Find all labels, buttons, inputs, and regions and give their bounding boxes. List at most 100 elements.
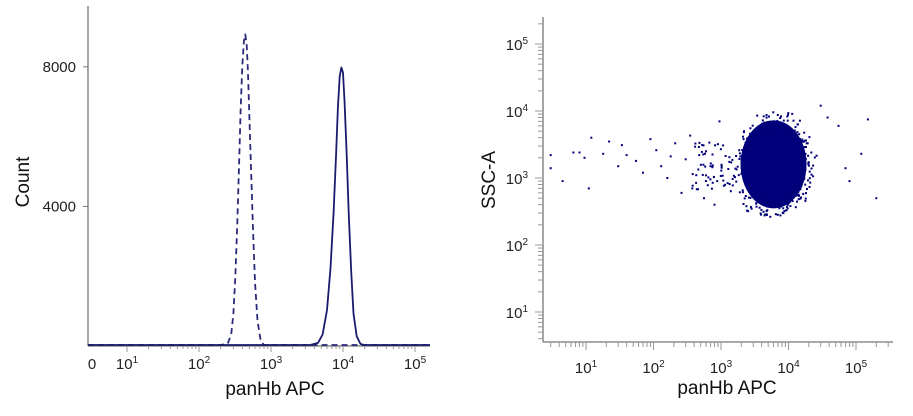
- dotplot-event-point: [812, 164, 815, 167]
- dotplot-event-point: [720, 163, 723, 166]
- dotplot-event-point: [747, 174, 750, 177]
- dotplot-event-point: [738, 152, 741, 155]
- dotplot-outlier-point: [590, 136, 593, 139]
- dotplot-event-point: [711, 164, 714, 167]
- dotplot-event-point: [802, 171, 805, 174]
- dotplot-event-point: [807, 179, 809, 182]
- dotplot-event-point: [796, 189, 799, 192]
- dotplot-event-point: [768, 128, 771, 131]
- dotplot-event-point: [777, 125, 780, 128]
- dotplot-x-tick-label-base: 10: [575, 360, 592, 377]
- histogram-solid-series: [88, 66, 430, 346]
- dotplot-outlier-point: [602, 152, 605, 155]
- dotplot-event-point: [731, 177, 734, 180]
- dotplot-event-point: [767, 202, 770, 205]
- dotplot-event-point: [788, 189, 791, 192]
- dotplot-event-point: [742, 171, 745, 174]
- dotplot-event-point: [735, 168, 738, 171]
- dotplot-event-point: [719, 148, 722, 151]
- dotplot-outlier-point: [718, 120, 721, 123]
- dotplot-event-point: [767, 200, 770, 202]
- dotplot-event-point: [780, 130, 783, 133]
- dotplot-event-point: [738, 191, 741, 194]
- dotplot-event-point: [742, 162, 745, 164]
- dotplot-event-point: [762, 190, 765, 193]
- dotplot-event-point: [789, 198, 792, 201]
- dotplot-event-point: [766, 129, 769, 132]
- dotplot-event-point: [759, 197, 762, 200]
- dotplot-event-point: [795, 134, 798, 137]
- dotplot-event-point: [760, 202, 763, 205]
- dotplot-event-point: [704, 152, 706, 155]
- dotplot-outlier-point: [689, 134, 692, 137]
- dotplot-event-point: [719, 175, 722, 177]
- dotplot-event-point: [795, 178, 798, 181]
- dotplot-event-point: [798, 172, 801, 175]
- dotplot-event-point: [749, 127, 752, 130]
- dotplot-event-point: [744, 153, 746, 156]
- dotplot-event-point: [810, 173, 813, 176]
- dotplot-y-axis-title: SSC-A: [479, 151, 500, 209]
- dotplot-event-point: [753, 142, 756, 145]
- dotplot-event-point: [759, 195, 762, 198]
- dotplot-event-point: [772, 205, 775, 208]
- dotplot-event-point: [742, 203, 745, 205]
- dotplot-event-point: [776, 119, 779, 122]
- dotplot-event-point: [747, 150, 750, 152]
- dotplot-event-point: [750, 172, 752, 175]
- dotplot-event-point: [699, 163, 702, 166]
- dotplot-event-point: [786, 205, 788, 208]
- dotplot-event-point: [787, 132, 789, 135]
- dotplot-event-point: [797, 164, 800, 167]
- dotplot-event-point: [754, 192, 757, 195]
- dotplot-event-point: [694, 142, 697, 145]
- dotplot-event-point: [741, 189, 744, 192]
- dotplot-event-point: [766, 213, 768, 216]
- dotplot-event-point: [741, 156, 744, 159]
- dotplot-event-point: [795, 180, 798, 182]
- dotplot-outlier-point: [549, 167, 552, 170]
- dotplot-event-point: [751, 187, 754, 190]
- dotplot-event-point: [782, 130, 785, 132]
- dotplot-event-point: [713, 176, 715, 179]
- dotplot-event-point: [789, 129, 792, 132]
- dotplot-event-point: [753, 190, 756, 193]
- dotplot-event-point: [773, 122, 776, 124]
- dotplot-event-point: [792, 196, 795, 199]
- dotplot-x-tick-label: 104: [777, 359, 800, 377]
- dotplot-event-point: [804, 197, 807, 200]
- histogram-x-tick-label-base: 10: [260, 356, 277, 373]
- histogram-x-tick-label-exponent: 4: [349, 355, 355, 366]
- dotplot-event-point: [784, 197, 787, 200]
- dotplot-outlier-point: [578, 151, 581, 154]
- dotplot-event-point: [785, 130, 788, 133]
- dotplot-event-point: [796, 194, 799, 197]
- dotplot-event-point: [782, 200, 785, 203]
- dotplot-event-point: [762, 127, 765, 130]
- dotplot-event-point: [796, 123, 799, 126]
- dotplot-y-tick-label-exponent: 3: [522, 170, 528, 181]
- dotplot-event-point: [759, 126, 762, 129]
- dotplot-event-point: [810, 167, 813, 170]
- dotplot-event-point: [803, 131, 806, 134]
- dotplot-event-point: [722, 179, 725, 182]
- dotplot-event-point: [747, 146, 749, 149]
- dotplot-event-point: [759, 131, 762, 134]
- dotplot-event-point: [751, 140, 754, 143]
- dotplot-y-tick-label-exponent: 1: [522, 304, 528, 315]
- dotplot-outlier-point: [583, 156, 586, 159]
- dotplot-event-point: [780, 199, 782, 202]
- dotplot-event-point: [803, 152, 805, 155]
- dotplot-event-point: [714, 144, 717, 147]
- dotplot-outlier-point: [866, 118, 869, 121]
- dotplot-event-point: [782, 127, 784, 130]
- dotplot-event-point: [750, 143, 753, 146]
- dotplot-event-point: [749, 159, 752, 162]
- dotplot-event-point: [746, 137, 749, 140]
- dotplot-outlier-point: [660, 165, 663, 168]
- dotplot-event-point: [742, 135, 744, 138]
- dotplot-event-point: [755, 202, 758, 205]
- dotplot-event-point: [757, 199, 760, 201]
- dotplot-event-point: [807, 161, 810, 164]
